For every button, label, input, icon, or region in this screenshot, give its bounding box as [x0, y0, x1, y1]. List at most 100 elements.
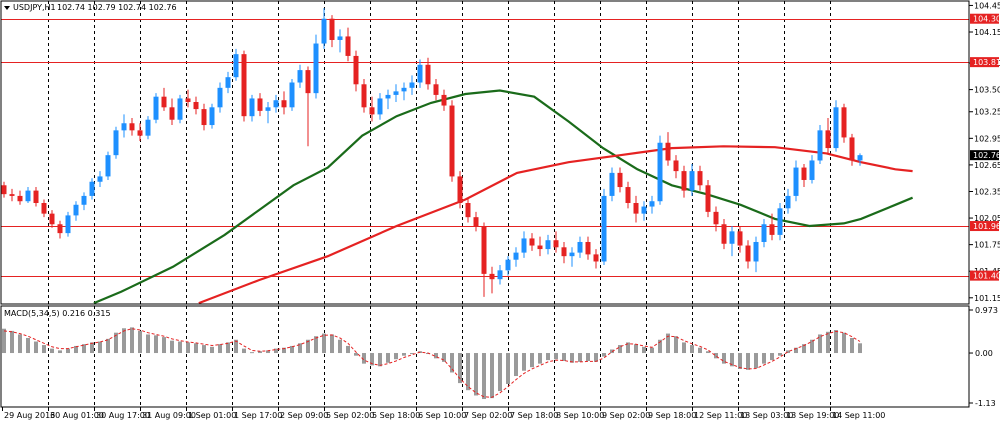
candle-body [609, 172, 615, 196]
candle-body [241, 54, 247, 117]
macd-histogram-bar [642, 346, 646, 354]
candle-body [537, 245, 543, 250]
candle-body [385, 94, 391, 99]
macd-histogram-bar [10, 330, 14, 354]
candle-body [649, 201, 655, 207]
candle-body [561, 247, 567, 257]
candle-body [353, 55, 359, 85]
candle-body [217, 87, 223, 108]
candle-body [713, 211, 719, 225]
candle-body [409, 82, 415, 88]
candle-body [129, 123, 135, 131]
macd-histogram-bar [770, 353, 774, 361]
macd-histogram-bar [714, 353, 718, 359]
macd-panel [2, 327, 862, 400]
macd-histogram-bar [570, 353, 574, 363]
x-tick-label: 1 Sep 17:00 [234, 411, 282, 420]
candle-body [753, 241, 759, 262]
macd-histogram-bar [506, 353, 510, 384]
macd-histogram-bar [250, 352, 254, 354]
macd-histogram-bar [602, 353, 606, 357]
macd-histogram-bar [458, 353, 462, 384]
y-tick-label: 102.05 [974, 214, 1000, 223]
y-tick-label: 103.25 [974, 108, 1000, 117]
candle-body [49, 213, 55, 225]
macd-histogram-bar [290, 345, 294, 354]
candle-body [169, 107, 175, 120]
macd-histogram-bar [26, 337, 30, 354]
macd-histogram-bar [346, 345, 350, 354]
y-tick-label: 104.45 [974, 1, 1000, 10]
candle-body [777, 208, 783, 235]
macd-histogram-bar [698, 347, 702, 354]
macd-histogram-bar [402, 353, 406, 356]
macd-histogram-bar [802, 344, 806, 354]
macd-signal-line [3, 328, 861, 398]
candle-body [769, 224, 775, 235]
candle-body [41, 203, 47, 214]
candle-body [65, 215, 71, 234]
macd-histogram-bar [50, 348, 54, 354]
macd-histogram-bar [258, 351, 262, 354]
macd-histogram-bar [826, 331, 830, 354]
macd-histogram-bar [386, 353, 390, 363]
candle-body [257, 98, 263, 111]
ohlc-label: 102.74 102.79 102.74 102.76 [57, 3, 177, 12]
dropdown-triangle-icon[interactable] [4, 6, 10, 10]
y-tick-label: 102.35 [974, 187, 1000, 196]
candle-body [225, 77, 231, 88]
candle-body [841, 107, 847, 138]
macd-histogram-bar [658, 339, 662, 354]
macd-histogram-bar [74, 345, 78, 354]
candle-body [721, 224, 727, 244]
candle-body [249, 98, 255, 117]
macd-histogram-bar [210, 346, 214, 354]
macd-histogram-bar [298, 343, 302, 354]
macd-histogram-bar [90, 342, 94, 354]
x-tick-label: 29 Aug 2016 [4, 411, 55, 420]
macd-histogram-bar [218, 344, 222, 354]
macd-histogram-bar [586, 353, 590, 361]
x-tick-label: 9 Sep 02:00 [602, 411, 650, 420]
macd-histogram-bar [82, 344, 86, 354]
candle-body [177, 98, 183, 120]
macd-histogram-bar [170, 340, 174, 354]
candle-body [697, 171, 703, 186]
x-tick-label: 5 Sep 02:00 [326, 411, 374, 420]
level-price-label: 103.81 [973, 58, 1000, 67]
macd-histogram-bar [730, 353, 734, 367]
macd-histogram-bar [690, 345, 694, 354]
candle-body [521, 238, 527, 253]
candle-body [545, 240, 551, 250]
macd-histogram-bar [378, 353, 382, 367]
candle-body [825, 130, 831, 149]
candle-body [145, 119, 151, 136]
candle-body [337, 36, 343, 40]
macd-histogram-bar [810, 339, 814, 354]
macd-histogram-bar [178, 341, 182, 354]
macd-histogram-bar [2, 328, 6, 354]
candle-body [161, 96, 167, 108]
candle-body [833, 107, 839, 149]
candle-body [377, 98, 383, 115]
macd-histogram-bar [762, 353, 766, 364]
macd-histogram-bar [834, 330, 838, 354]
candle-body [97, 176, 103, 182]
candle-body [585, 241, 591, 255]
candle-body [793, 167, 799, 196]
macd-histogram-bar [722, 353, 726, 364]
candle-body [201, 109, 207, 126]
candle-body [1, 185, 7, 195]
macd-axis: 0.973 0.00 -1.13 [969, 306, 998, 408]
candle-body [801, 167, 807, 180]
candle-body [497, 270, 503, 280]
x-tick-label: 7 Sep 02:00 [464, 411, 512, 420]
macd-histogram-bar [162, 337, 166, 354]
macd-histogram-bar [538, 353, 542, 364]
candle-body [305, 70, 311, 94]
macd-histogram-bar [66, 348, 70, 354]
candle-body [689, 171, 695, 191]
